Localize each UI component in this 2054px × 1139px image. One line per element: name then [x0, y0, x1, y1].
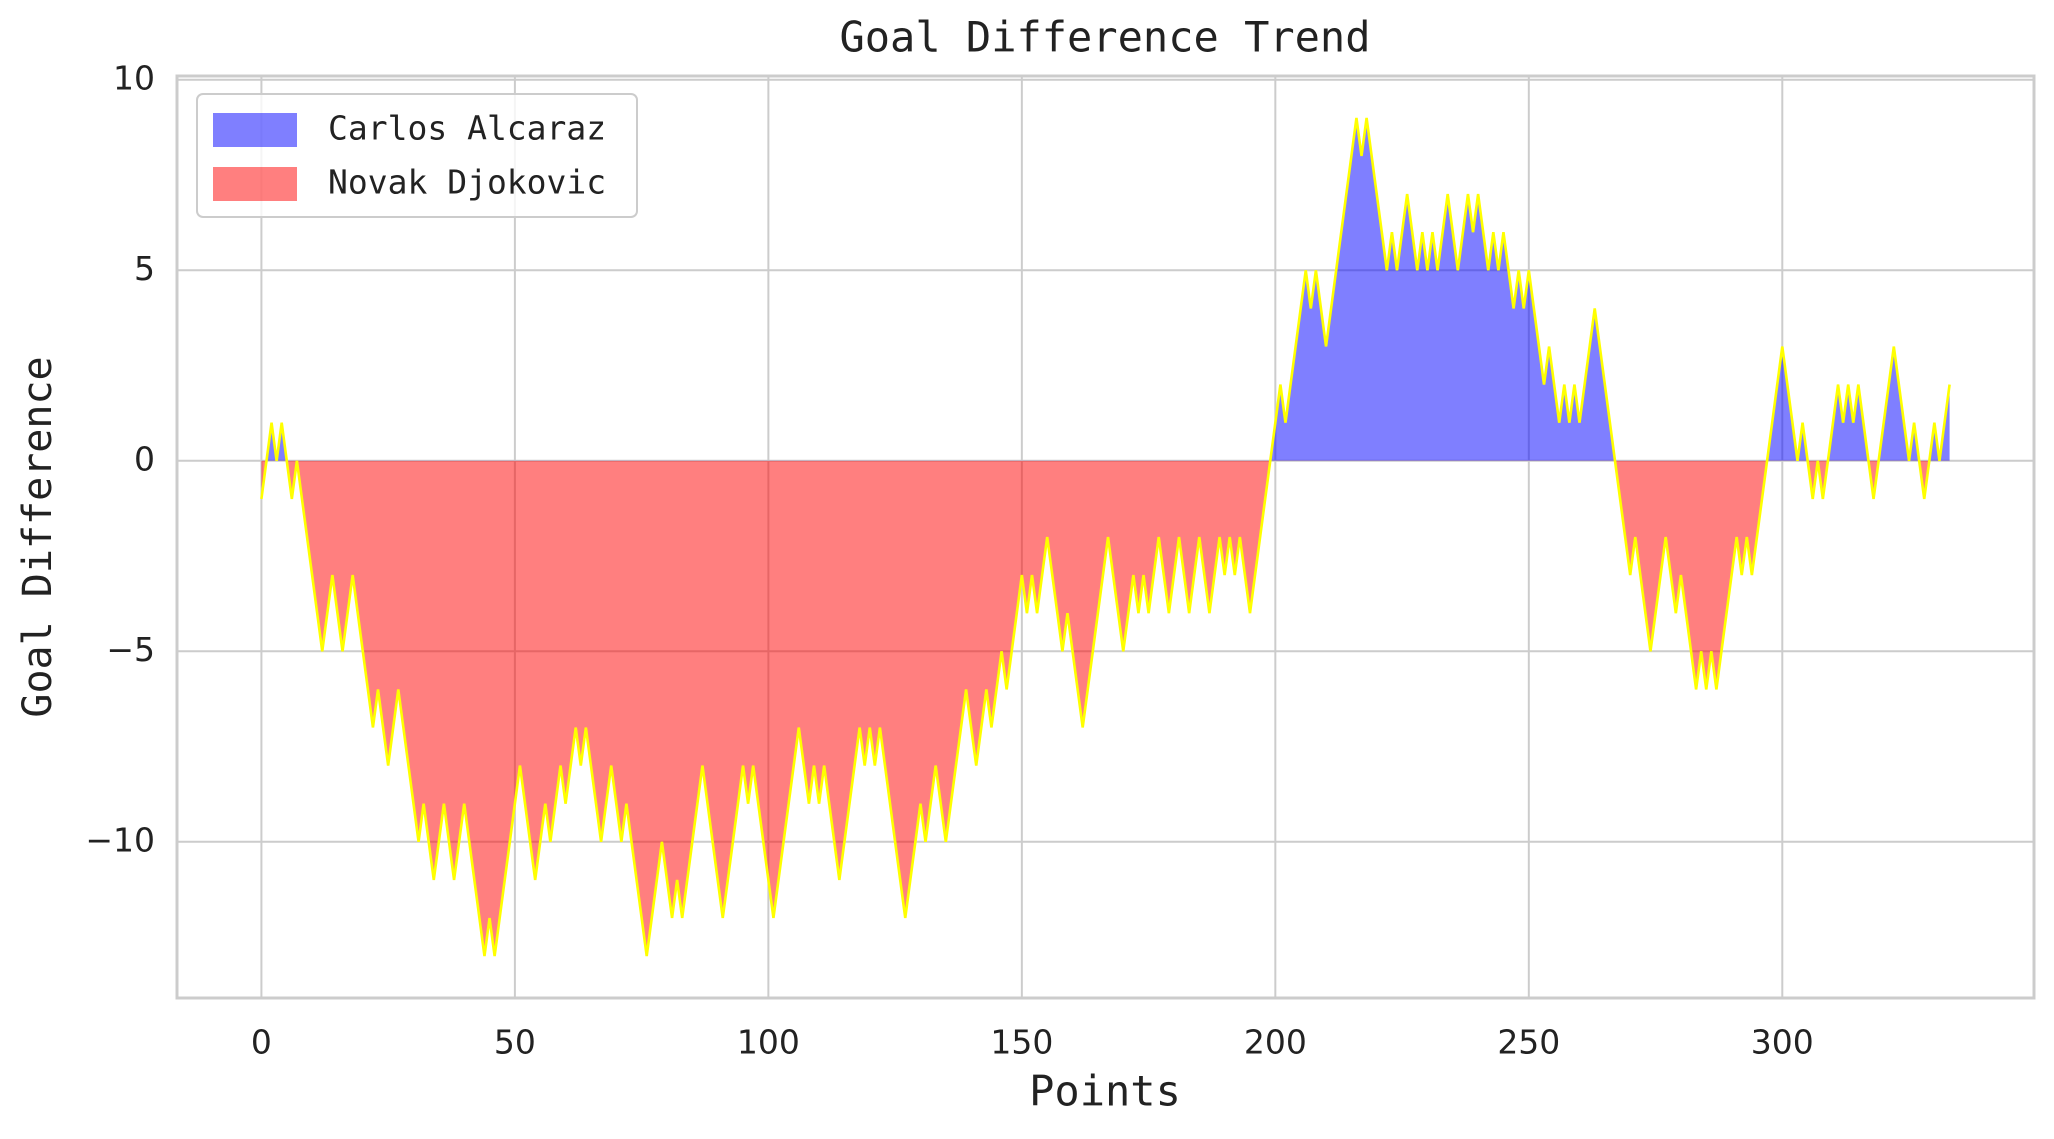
- y-tick-label: −5: [106, 630, 155, 669]
- x-tick-label: 0: [251, 1023, 272, 1062]
- y-tick-label: −10: [85, 820, 155, 859]
- plot-frame: [175, 74, 2036, 1000]
- x-tick-label: 200: [1244, 1023, 1307, 1062]
- x-tick-label: 150: [990, 1023, 1053, 1062]
- y-tick-label: 0: [134, 439, 155, 478]
- x-tick-label: 300: [1751, 1023, 1814, 1062]
- area-negative: [261, 460, 1950, 957]
- y-axis-label: Goal Difference: [15, 356, 61, 717]
- x-tick-label: 50: [494, 1023, 536, 1062]
- line: [260, 117, 1951, 957]
- legend-swatch: [213, 167, 297, 201]
- legend-label: Novak Djokovic: [328, 163, 606, 202]
- x-tick-label: 250: [1497, 1023, 1560, 1062]
- area-positive: [266, 117, 1950, 461]
- y-tick-label: 5: [134, 249, 155, 288]
- legend-box: [196, 93, 638, 218]
- legend-swatch: [213, 113, 297, 147]
- chart-title: Goal Difference Trend: [839, 13, 1370, 62]
- y-tick-label: 10: [113, 58, 155, 97]
- x-axis-label: Points: [1029, 1067, 1181, 1116]
- x-tick-label: 100: [737, 1023, 800, 1062]
- legend-label: Carlos Alcaraz: [328, 109, 606, 148]
